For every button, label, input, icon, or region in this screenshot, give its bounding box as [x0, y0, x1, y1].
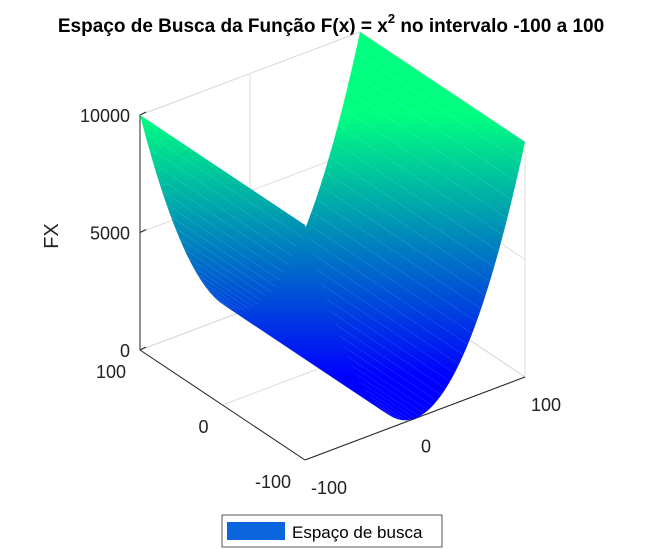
- surface-strip: [210, 292, 380, 408]
- surface-strip: [153, 163, 323, 288]
- surface-strip: [298, 234, 468, 355]
- z-tick-label: 5000: [90, 224, 130, 244]
- surface-strip: [329, 141, 499, 267]
- surface-strip: [311, 199, 481, 322]
- surface-strip: [184, 248, 354, 369]
- surface-strip: [324, 156, 495, 282]
- chart-title: Espaço de Busca da Função F(x) = x2 no i…: [58, 11, 604, 37]
- surface-strip: [285, 263, 455, 382]
- z-tick-mark: [139, 229, 147, 233]
- surface-strip: [333, 124, 503, 252]
- surface-strip: [289, 254, 459, 374]
- surface-strip: [140, 115, 310, 242]
- surface-strip: [192, 266, 363, 385]
- surface-strip: [320, 171, 490, 296]
- surface-strip: [355, 32, 525, 163]
- surface-strip: [307, 211, 477, 334]
- surface-strip: [201, 281, 371, 398]
- right-axis-tick-label: 0: [421, 437, 431, 457]
- surface-strip: [144, 131, 314, 258]
- surface-plot: [140, 32, 525, 421]
- surface-strip: [162, 191, 332, 315]
- left-axis-tick-label: 100: [96, 362, 126, 382]
- surface-strip: [197, 274, 367, 392]
- surface-strip: [166, 204, 336, 327]
- legend-swatch: [227, 522, 285, 540]
- surface-strip: [342, 90, 512, 218]
- z-tick-label: 0: [120, 341, 130, 361]
- right-axis-tick-label: -100: [311, 478, 347, 498]
- surface-strip: [316, 185, 486, 309]
- surface-strip: [170, 216, 341, 339]
- left-axis-tick-label: 0: [198, 417, 208, 437]
- surface-strip: [179, 238, 349, 359]
- z-tick-mark: [139, 111, 147, 116]
- z-tick-label: 10000: [80, 106, 130, 126]
- legend-label: Espaço de busca: [292, 523, 423, 542]
- z-tick-mark: [139, 346, 147, 351]
- surface-strip: [346, 71, 517, 200]
- legend: Espaço de busca: [221, 514, 443, 548]
- surface-strip: [206, 287, 376, 403]
- surface-strip: [302, 223, 473, 345]
- surface-strip: [351, 52, 521, 182]
- title-superscript: 2: [388, 11, 395, 26]
- left-axis-line: [139, 349, 306, 461]
- left-axis-tick-label: -100: [255, 472, 291, 492]
- surface-strip: [214, 297, 385, 412]
- z-axis-label: FX: [41, 223, 63, 249]
- surface-strip: [294, 244, 464, 365]
- surface-strip: [157, 177, 327, 302]
- right-axis-tick-label: 100: [531, 395, 561, 415]
- surface-strip: [188, 258, 358, 377]
- surface-strip: [148, 147, 319, 274]
- surface-strip: [219, 301, 389, 415]
- surface-strip: [338, 107, 508, 235]
- surface-strip: [175, 228, 345, 349]
